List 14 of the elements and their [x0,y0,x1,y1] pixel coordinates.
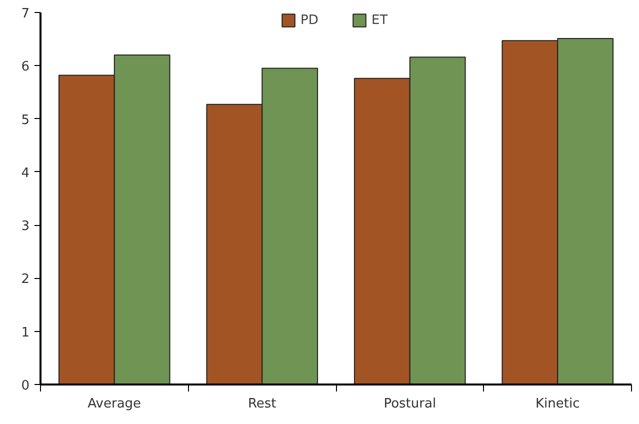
y-tick-label: 2 [21,272,30,288]
y-tick-label: 6 [21,60,30,75]
y-tick-label: 1 [21,325,30,340]
x-tick-label: Postural [384,396,436,412]
y-tick-label: 5 [21,112,30,128]
x-tick-label: Rest [248,396,276,412]
y-tick-label: 7 [21,6,30,22]
x-tick-label: Kinetic [536,396,580,412]
y-tick-label: 4 [21,166,30,181]
x-tick-label: Average [88,396,142,412]
y-tick-label: 3 [21,219,30,234]
legend-label: PD [300,12,320,28]
y-tick-label: 0 [21,378,30,394]
legend-label: ET [372,12,389,28]
